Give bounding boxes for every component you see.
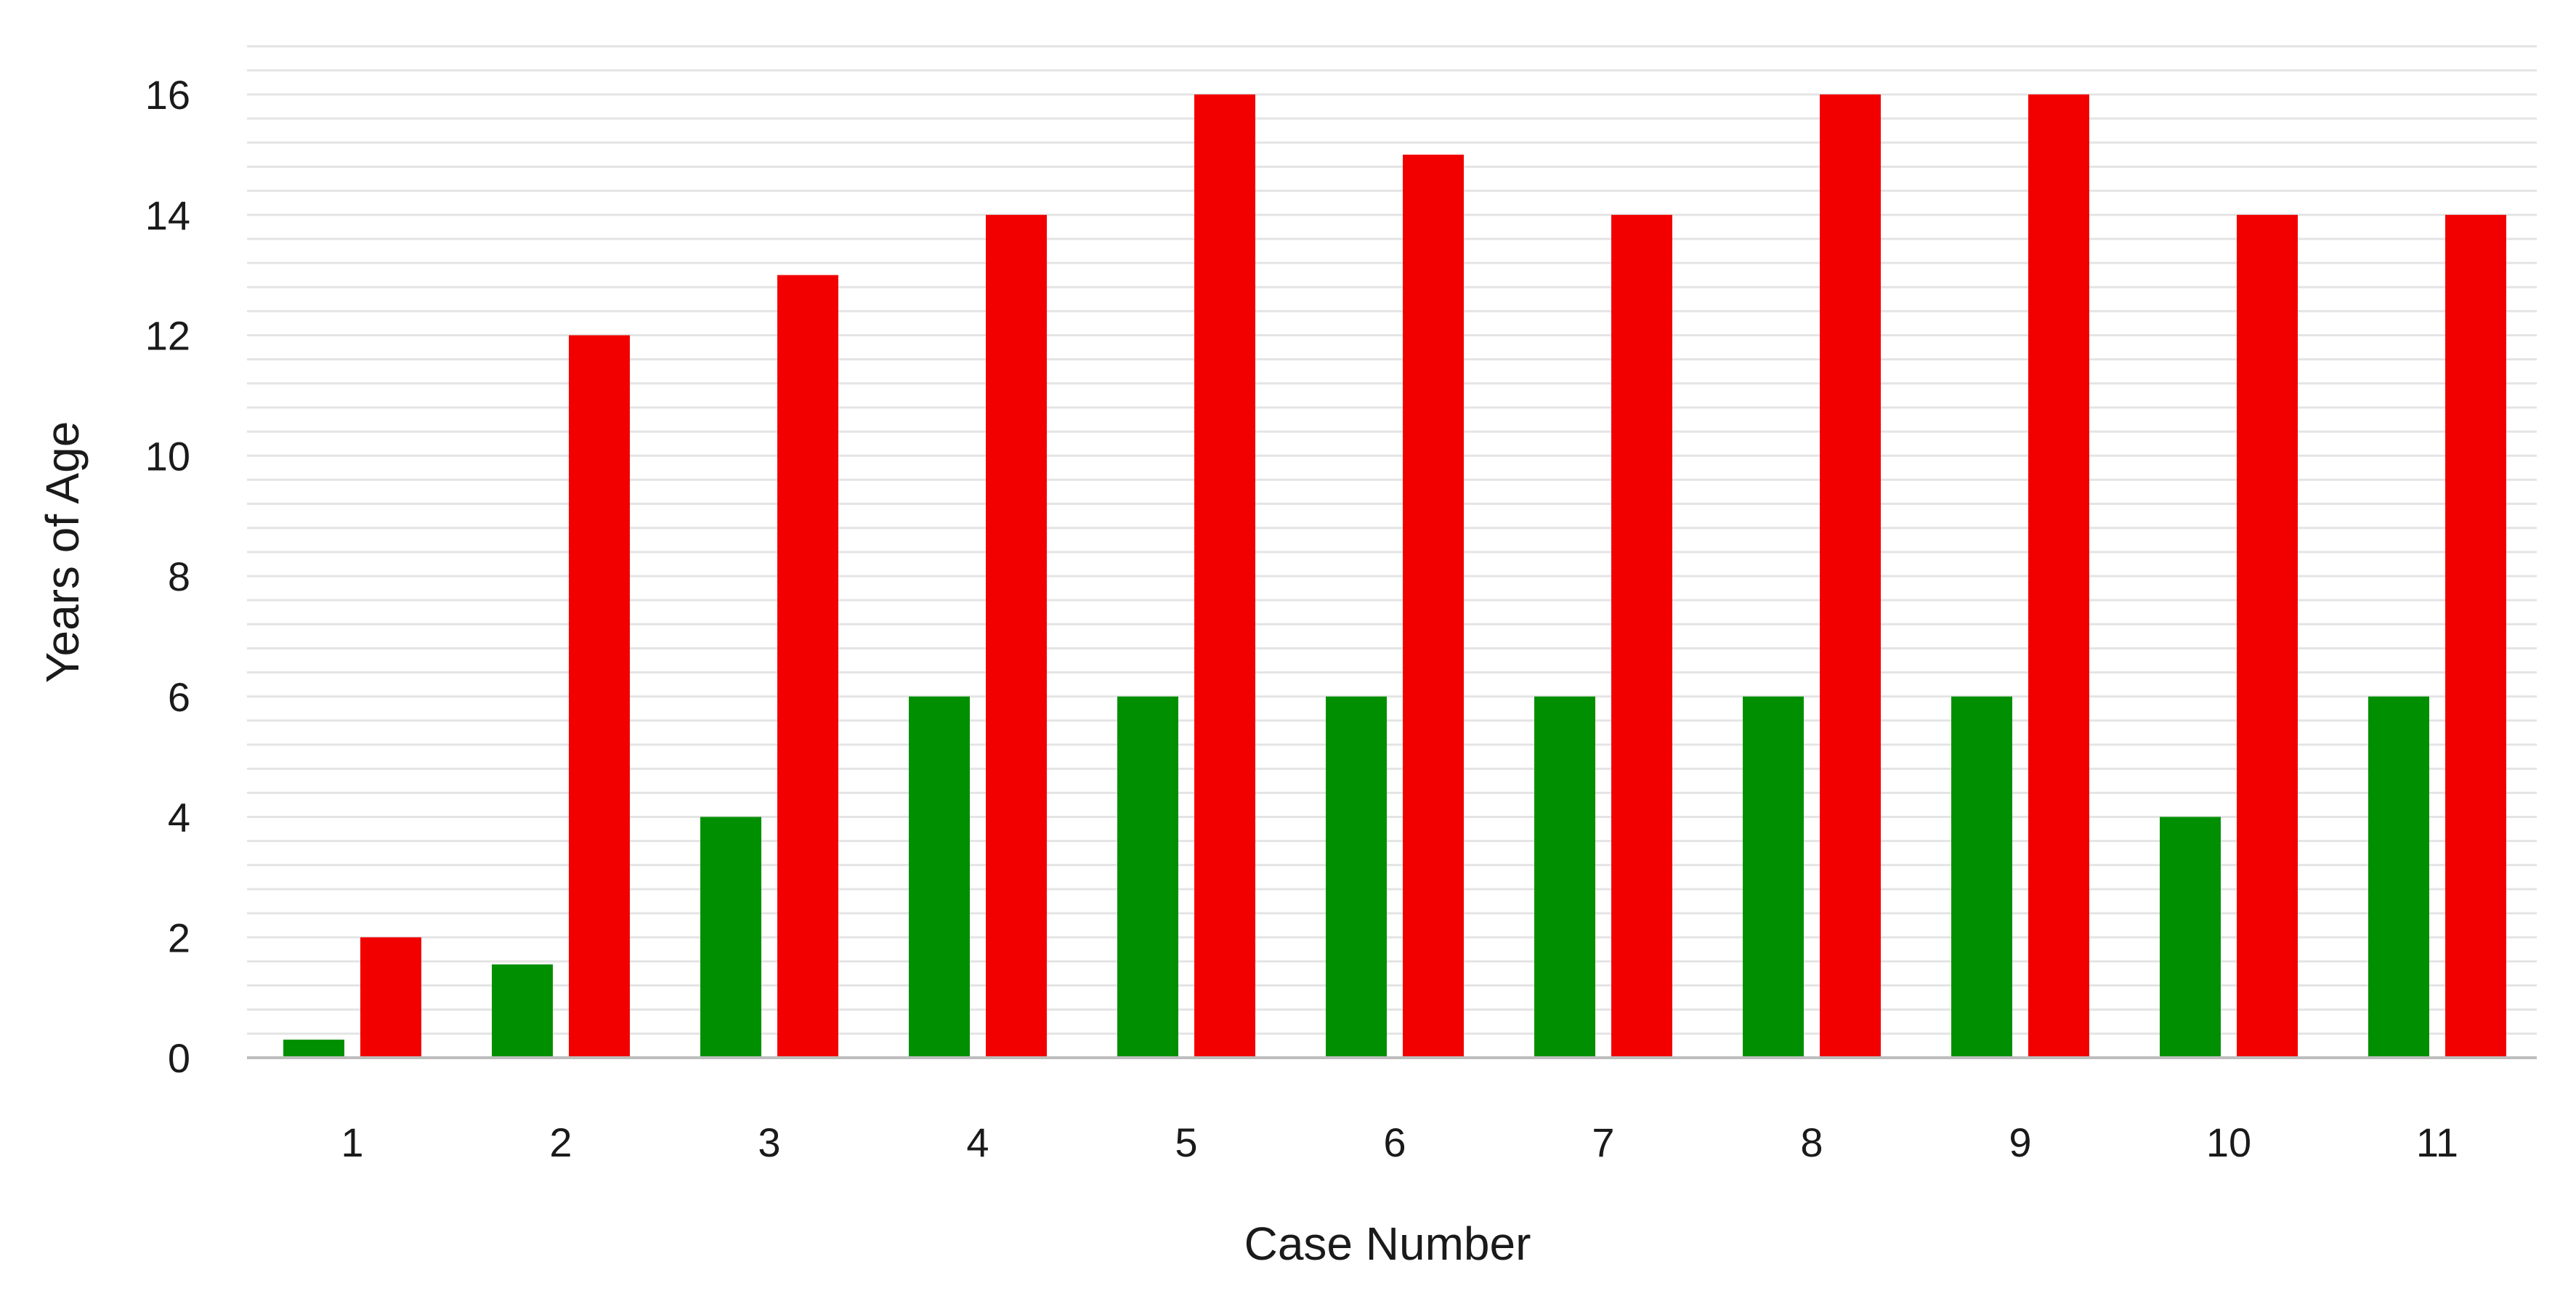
bar-series-red — [1611, 214, 1672, 1058]
bar-series-red — [2028, 94, 2089, 1058]
x-tick-label: 11 — [2416, 1119, 2458, 1165]
x-tick-label: 2 — [549, 1119, 572, 1165]
bar-series-red — [777, 275, 838, 1058]
x-tick-label: 4 — [966, 1119, 989, 1165]
y-tick-label: 0 — [168, 1035, 190, 1081]
x-tick-label: 10 — [2206, 1119, 2251, 1165]
bar-series-red — [360, 937, 421, 1058]
y-tick-label: 8 — [168, 554, 190, 599]
y-tick-label: 10 — [145, 433, 190, 479]
y-tick-label: 6 — [168, 674, 190, 720]
bar-series-green — [1951, 696, 2012, 1058]
x-tick-label: 7 — [1592, 1119, 1614, 1165]
bar-series-red — [986, 214, 1047, 1058]
x-tick-label: 8 — [1800, 1119, 1823, 1165]
x-tick-label: 9 — [2009, 1119, 2031, 1165]
y-tick-label: 16 — [145, 72, 190, 118]
x-tick-labels: 1 2 3 4 5 6 7 8 9 10 11 — [341, 1119, 2458, 1165]
bar-series-green — [283, 1040, 344, 1058]
bar-series-green — [1743, 696, 1804, 1058]
x-tick-label: 3 — [758, 1119, 780, 1165]
bar-series-green — [1534, 696, 1595, 1058]
y-tick-label: 2 — [168, 915, 190, 960]
x-tick-label: 1 — [341, 1119, 363, 1165]
y-axis-title: Years of Age — [36, 421, 89, 684]
bar-series-green — [1117, 696, 1178, 1058]
bars — [283, 94, 2506, 1058]
bar-series-green — [2160, 817, 2221, 1058]
x-axis-title: Case Number — [1244, 1218, 1531, 1270]
bar-series-green — [909, 696, 970, 1058]
y-tick-labels: 0 2 4 6 8 10 12 14 16 — [145, 72, 190, 1081]
y-tick-label: 14 — [145, 193, 190, 238]
y-tick-label: 12 — [145, 313, 190, 359]
bar-series-red — [1820, 94, 1881, 1058]
bar-series-red — [1403, 154, 1464, 1058]
bar-series-green — [1326, 696, 1387, 1058]
bar-series-red — [569, 335, 630, 1058]
bar-series-green — [700, 817, 761, 1058]
bar-series-green — [2368, 696, 2429, 1058]
bar-series-red — [1194, 94, 1255, 1058]
bar-series-green — [492, 964, 553, 1058]
x-tick-label: 5 — [1175, 1119, 1197, 1165]
x-tick-label: 6 — [1383, 1119, 1406, 1165]
y-tick-label: 4 — [168, 795, 190, 841]
bar-series-red — [2445, 214, 2506, 1058]
bar-series-red — [2237, 214, 2298, 1058]
